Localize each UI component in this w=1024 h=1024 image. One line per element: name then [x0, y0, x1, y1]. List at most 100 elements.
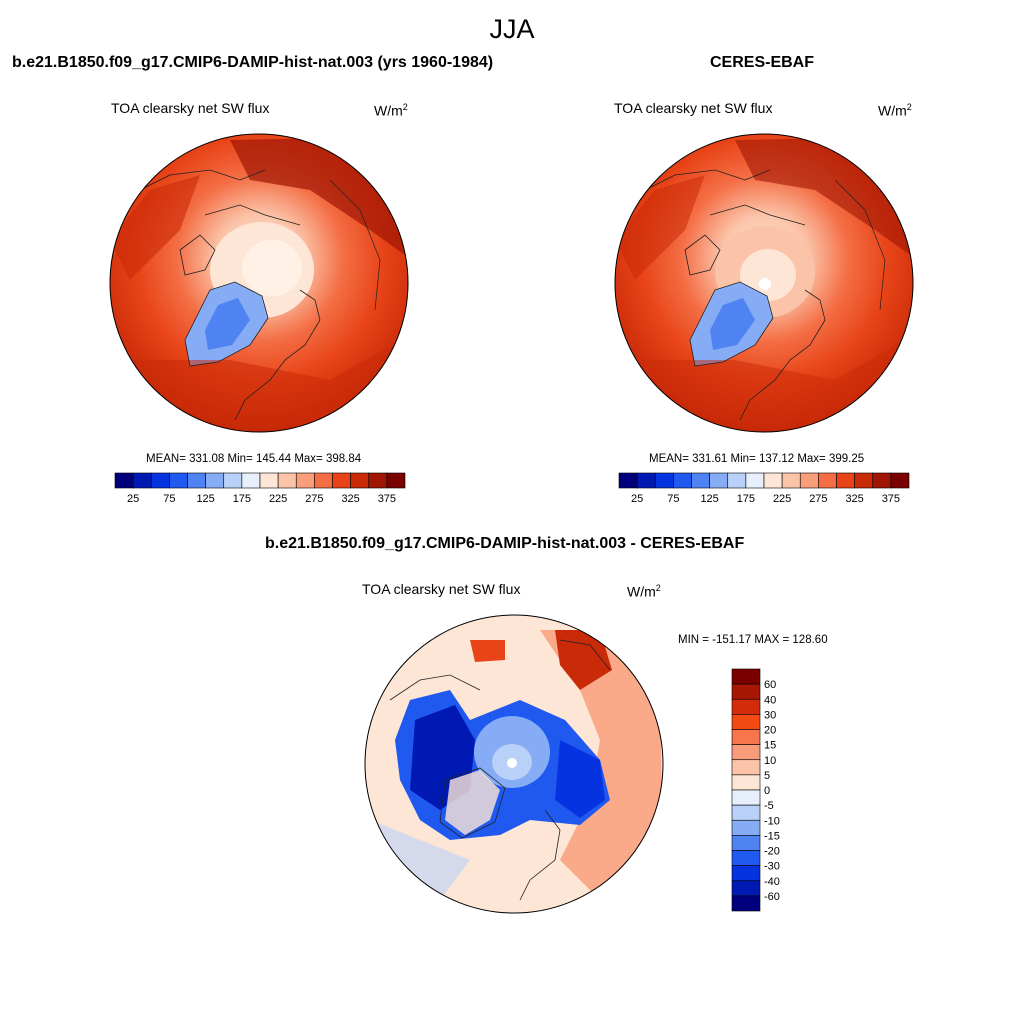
right-colorbar-swatch	[673, 472, 692, 489]
diff-colorbar-swatch	[731, 714, 761, 730]
diff-colorbar-swatch	[731, 804, 761, 821]
left-variable-label: TOA clearsky net SW flux	[111, 100, 270, 116]
left-colorbar-tick-label: 375	[378, 493, 396, 505]
diff-colorbar-tick-label: 30	[764, 709, 776, 721]
figure-season-title: JJA	[489, 14, 535, 44]
left-polar-map	[110, 134, 408, 432]
left-colorbar: 25 75 125 175 225 275 325 375	[114, 472, 406, 505]
right-map-border	[614, 133, 914, 433]
left-colorbar-swatch	[332, 472, 351, 489]
left-colorbar-tick-label: 175	[233, 493, 251, 505]
right-colorbar-swatch	[872, 472, 892, 489]
diff-colorbar-tick-label: -15	[764, 830, 780, 842]
diff-panel-title: b.e21.B1850.f09_g17.CMIP6-DAMIP-hist-nat…	[265, 535, 745, 552]
left-colorbar-tick-label: 25	[127, 493, 139, 505]
diff-colorbar-swatch	[731, 880, 761, 897]
right-colorbar-swatch	[854, 472, 874, 489]
left-colorbar-tick-label: 325	[341, 493, 359, 505]
right-panel-title: CERES-EBAF	[710, 54, 815, 71]
left-colorbar-tick-label: 75	[163, 493, 175, 505]
left-colorbar-swatch	[350, 472, 370, 489]
right-units-label: W/m2	[878, 102, 912, 119]
left-colorbar-tick-label: 125	[196, 493, 214, 505]
diff-variable-label: TOA clearsky net SW flux	[362, 581, 521, 597]
diff-colorbar-tick-label: -30	[764, 861, 780, 873]
right-colorbar-tick-label: 125	[700, 493, 718, 505]
left-colorbar-swatch	[368, 472, 388, 489]
diff-colorbar-swatch	[731, 759, 761, 776]
diff-colorbar-swatch	[731, 668, 761, 685]
left-colorbar-swatch	[187, 472, 206, 489]
left-colorbar-swatch	[386, 472, 406, 489]
diff-colorbar-tick-label: -40	[764, 876, 780, 888]
left-colorbar-swatch	[241, 472, 261, 489]
diff-colorbar-swatch	[731, 819, 761, 836]
right-colorbar-tick-label: 175	[737, 493, 755, 505]
diff-colorbar-swatch	[731, 683, 761, 700]
diff-units-label: W/m2	[627, 583, 661, 600]
diff-map-border	[364, 614, 664, 914]
diff-colorbar-swatch	[731, 835, 761, 851]
right-colorbar-swatch	[654, 472, 674, 489]
diff-colorbar-tick-label: 15	[764, 740, 776, 752]
left-stats: MEAN= 331.08 Min= 145.44 Max= 398.84	[146, 453, 362, 465]
diff-colorbar-tick-label: 60	[764, 679, 776, 691]
diff-colorbar-swatch	[731, 895, 761, 912]
left-map-border	[109, 133, 409, 433]
right-colorbar-tick-label: 75	[667, 493, 679, 505]
diff-colorbar-tick-label: -20	[764, 846, 780, 858]
right-colorbar-swatch	[745, 472, 765, 489]
diff-colorbar-tick-label: 40	[764, 694, 776, 706]
left-colorbar-swatch	[150, 472, 170, 489]
right-colorbar-swatch	[618, 472, 638, 489]
left-colorbar-swatch	[259, 472, 279, 489]
diff-colorbar-swatch	[731, 865, 761, 882]
right-polar-map	[615, 134, 913, 432]
left-colorbar-swatch	[169, 472, 188, 489]
diff-colorbar-swatch	[731, 698, 761, 715]
diff-colorbar-tick-label: 20	[764, 725, 776, 737]
right-colorbar: 25 75 125 175 225 275 325 375	[618, 472, 910, 505]
right-colorbar-tick-label: 25	[631, 493, 643, 505]
right-colorbar-swatch	[691, 472, 710, 489]
left-colorbar-swatch	[295, 472, 315, 489]
left-colorbar-swatch	[314, 472, 333, 489]
right-colorbar-tick-label: 275	[809, 493, 827, 505]
right-colorbar-swatch	[836, 472, 855, 489]
right-colorbar-swatch	[636, 472, 656, 489]
right-colorbar-swatch	[709, 472, 729, 489]
diff-colorbar-tick-label: 0	[764, 785, 770, 797]
right-colorbar-swatch	[818, 472, 837, 489]
diff-colorbar-swatch	[731, 850, 761, 866]
left-colorbar-swatch	[223, 472, 243, 489]
right-stats: MEAN= 331.61 Min= 137.12 Max= 399.25	[649, 453, 865, 465]
right-variable-label: TOA clearsky net SW flux	[614, 100, 773, 116]
right-colorbar-tick-label: 325	[845, 493, 863, 505]
diff-colorbar-swatch	[731, 744, 761, 761]
left-colorbar-swatch	[114, 472, 134, 489]
diff-colorbar-swatch	[731, 774, 761, 791]
right-colorbar-swatch	[799, 472, 819, 489]
diff-colorbar-tick-label: -5	[764, 800, 774, 812]
right-colorbar-swatch	[763, 472, 783, 489]
diff-colorbar-tick-label: -60	[764, 891, 780, 903]
diff-colorbar-tick-label: -10	[764, 815, 780, 827]
diff-colorbar-tick-label: 5	[764, 770, 770, 782]
diff-colorbar: 60 40 30 20 15 10 5 0 -5 -10 -15 -20 -30 -40 -60	[731, 668, 780, 912]
right-colorbar-swatch	[781, 472, 801, 489]
right-colorbar-swatch	[890, 472, 910, 489]
left-colorbar-swatch	[277, 472, 297, 489]
left-panel-title: b.e21.B1850.f09_g17.CMIP6-DAMIP-hist-nat…	[12, 54, 494, 71]
left-units-label: W/m2	[374, 102, 408, 119]
diff-colorbar-tick-label: 10	[764, 755, 776, 767]
left-colorbar-swatch	[132, 472, 152, 489]
diff-colorbar-swatch	[731, 789, 761, 806]
diff-polar-map	[365, 615, 663, 913]
left-colorbar-swatch	[205, 472, 225, 489]
right-colorbar-tick-label: 375	[882, 493, 900, 505]
left-colorbar-tick-label: 225	[269, 493, 287, 505]
diff-stats: MIN = -151.17 MAX = 128.60	[678, 634, 828, 646]
right-colorbar-swatch	[727, 472, 747, 489]
left-colorbar-tick-label: 275	[305, 493, 323, 505]
right-colorbar-tick-label: 225	[773, 493, 791, 505]
